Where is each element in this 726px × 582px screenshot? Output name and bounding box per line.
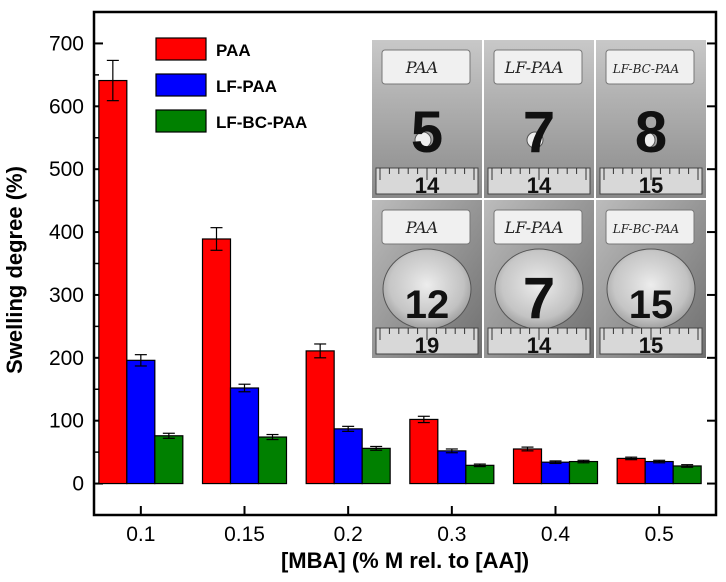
ruler-number: 7 (523, 100, 555, 165)
inset-panel-bottom-paa: PAA 12 19 (372, 200, 482, 358)
bar-lf-bc-paa-0.1 (154, 435, 184, 485)
sample-tag-label: PAA (405, 218, 438, 237)
bar-paa-0.2 (305, 350, 335, 485)
legend-swatch (155, 109, 207, 133)
legend-swatch (155, 37, 207, 61)
bar-lf-paa-0.3 (437, 450, 467, 485)
inset-panel-bottom-lf-paa: LF-PAA 714 (484, 200, 594, 358)
sample-tag-label: LF-BC-PAA (612, 222, 680, 236)
legend-label: LF-PAA (216, 77, 277, 96)
x-tick-label: 0.3 (437, 523, 466, 546)
x-tick-label: 0.15 (224, 523, 265, 546)
bar-lf-bc-paa-0.5 (672, 465, 702, 485)
y-tick-label: 100 (49, 410, 84, 433)
bar-lf-paa-0.5 (644, 460, 674, 485)
ruler-number: 5 (411, 100, 443, 165)
bar-paa-0.4 (512, 448, 543, 485)
x-axis-title: [MBA] (% M rel. to [AA]) (281, 548, 529, 573)
inset-panel-top-paa: PAA 5 14 (372, 40, 482, 198)
gel-bead (638, 131, 656, 149)
bar-paa-0.15 (201, 238, 232, 485)
ruler-number: 12 (405, 283, 450, 327)
bar-lf-paa-0.4 (540, 461, 571, 485)
sample-tag-label: LF-PAA (504, 58, 564, 77)
x-tick-label: 0.1 (126, 523, 155, 546)
y-tick-label: 200 (49, 347, 84, 370)
y-tick-label: 700 (49, 32, 84, 55)
ruler-number-secondary: 14 (527, 333, 552, 358)
sample-tag-card (605, 49, 695, 85)
sample-tag-label: PAA (405, 58, 438, 77)
y-tick-label: 400 (49, 221, 84, 244)
y-axis-title: Swelling degree (%) (2, 166, 27, 374)
legend: PAA LF-PAA LF-BC-PAA (155, 37, 307, 133)
sample-tag-card (493, 49, 583, 85)
sample-tag-card (493, 209, 583, 245)
sample-tag-label: LF-PAA (504, 218, 564, 237)
x-tick-label: 0.2 (334, 523, 363, 546)
legend-swatch (155, 73, 207, 97)
legend-label: LF-BC-PAA (216, 113, 307, 132)
bar-lf-paa-0.1 (126, 359, 156, 485)
bar-lf-bc-paa-0.2 (361, 447, 391, 485)
sample-tag-label: LF-BC-PAA (612, 62, 680, 76)
bar-lf-bc-paa-0.15 (257, 436, 288, 485)
sample-tag-card (381, 49, 471, 85)
ruler-number: 8 (635, 100, 667, 165)
ruler-number-secondary: 14 (415, 173, 440, 198)
sample-tag-card (381, 209, 471, 245)
gel-bead (414, 131, 432, 149)
bar-paa-0.3 (409, 418, 439, 485)
y-tick-label: 600 (49, 95, 84, 118)
y-tick-label: 0 (72, 473, 84, 496)
ruler-number-secondary: 15 (639, 333, 663, 358)
bar-lf-paa-0.2 (333, 428, 363, 485)
bar-series (98, 59, 702, 485)
x-tick-label: 0.5 (645, 523, 674, 546)
legend-label: PAA (216, 41, 251, 60)
ruler-number-secondary: 15 (639, 173, 663, 198)
x-tick-label: 0.4 (541, 523, 571, 546)
inset-panel-bottom-lf-bc-paa: LF-BC-PAA 15 15 (596, 200, 706, 358)
inset-panel-top-lf-paa: LF-PAA 7 14 (484, 40, 594, 198)
sample-tag-card (605, 209, 695, 245)
bar-paa-0.1 (98, 79, 128, 485)
gel-bead (526, 131, 544, 149)
bar-lf-paa-0.15 (229, 387, 260, 485)
bar-lf-bc-paa-0.4 (568, 460, 599, 485)
ruler-number-secondary: 19 (415, 333, 439, 358)
inset-photo-grid: PAA514LF-PAA714LF-BC-PAA815PAA1219LF-PAA… (372, 40, 706, 358)
y-tick-label: 500 (49, 158, 84, 181)
bar-lf-bc-paa-0.3 (465, 464, 495, 485)
inset-panel-top-lf-bc-paa: LF-BC-PAA 8 15 (596, 40, 706, 198)
ruler-number: 7 (523, 266, 555, 331)
ruler-number: 15 (629, 283, 674, 327)
x-axis: 0.1 0.15 0.2 0.3 0.4 0.5 (126, 506, 674, 546)
bar-paa-0.5 (616, 457, 646, 485)
ruler-number-secondary: 14 (527, 173, 552, 198)
y-tick-label: 300 (49, 284, 84, 307)
